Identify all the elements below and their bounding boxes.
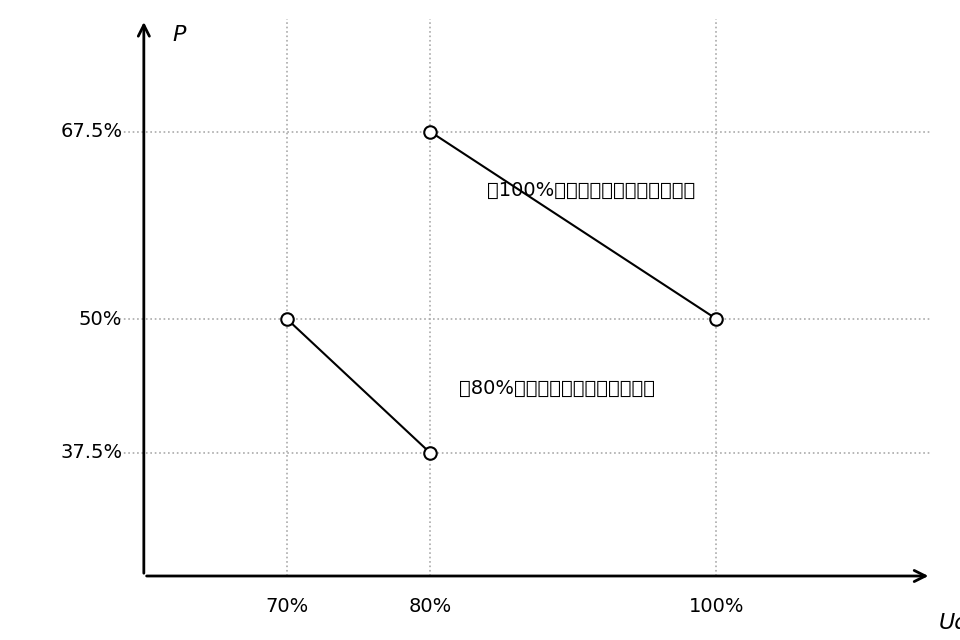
Text: P: P [173,24,186,45]
Text: Ud: Ud [938,614,960,634]
Text: 70%: 70% [265,597,308,616]
Text: 67.5%: 67.5% [60,122,122,141]
Text: 37.5%: 37.5% [60,444,122,462]
Text: 按100%电压谐波性能表配置滤波器: 按100%电压谐波性能表配置滤波器 [488,181,696,200]
Text: 80%: 80% [409,597,452,616]
Text: 100%: 100% [688,597,744,616]
Text: 50%: 50% [79,310,122,328]
Text: 掂80%电压谐波性能表配置滤波器: 掂80%电压谐波性能表配置滤波器 [459,379,655,398]
